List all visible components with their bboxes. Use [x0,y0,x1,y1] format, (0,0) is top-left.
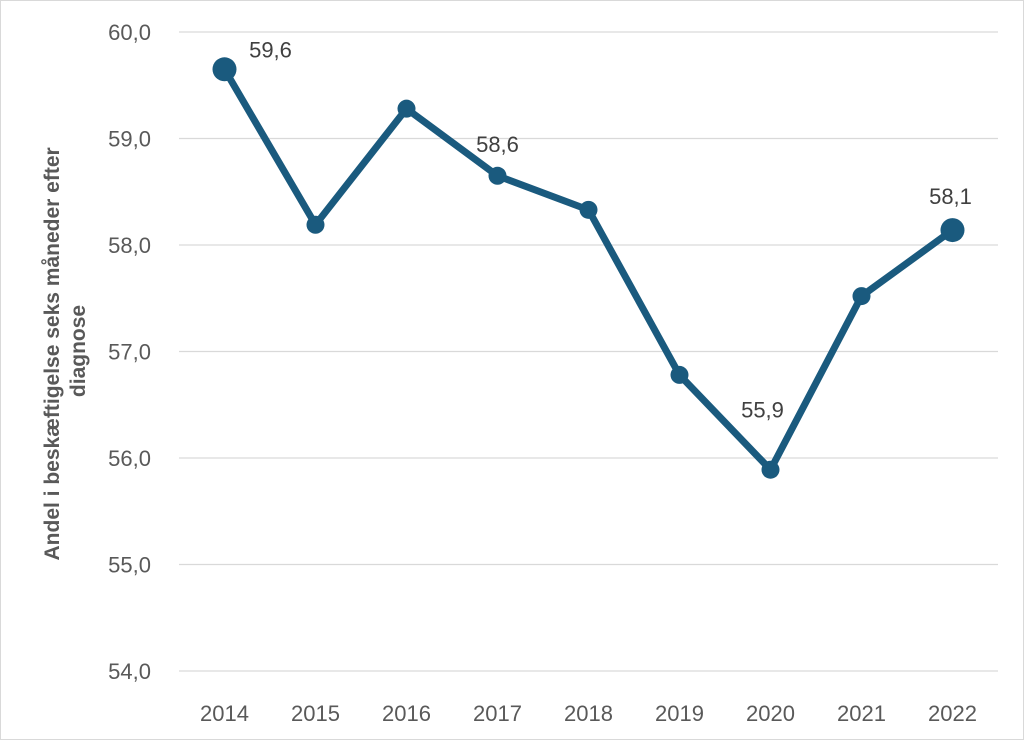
data-point [761,460,780,479]
y-tick-label: 56,0 [108,446,151,471]
y-axis-label-line-1: Andel i beskæftigelse seks måneder efter [41,147,64,560]
data-point [670,365,689,384]
data-point [852,287,871,306]
data-label: 58,1 [929,184,972,209]
x-tick-label: 2022 [928,701,977,726]
y-tick-label: 59,0 [108,127,151,152]
y-tick-label: 57,0 [108,340,151,365]
data-label: 58,6 [476,132,519,157]
x-tick-label: 2018 [564,701,613,726]
y-tick-label: 60,0 [108,20,151,45]
x-tick-label: 2017 [473,701,522,726]
x-tick-label: 2014 [200,701,249,726]
series-layer [212,57,965,479]
y-tick-label: 54,0 [108,659,151,684]
data-point [397,99,416,118]
series-line [221,65,956,474]
x-axis-ticks: 2014 2015 2016 2017 2018 2019 2020 2021 2022 [200,701,977,726]
data-point [488,166,507,185]
data-point [212,57,237,82]
x-tick-label: 2016 [382,701,431,726]
data-point [579,200,598,219]
y-axis-label: Andel i beskæftigelse seks måneder efter… [41,141,90,560]
x-tick-label: 2015 [291,701,340,726]
data-label: 59,6 [249,37,292,62]
gridlines [179,31,998,672]
data-point [306,215,325,234]
y-axis-ticks: 60,0 59,0 58,0 57,0 56,0 55,0 54,0 [108,20,151,684]
data-point [940,218,965,243]
y-axis-label-line-2: diagnose [67,305,90,397]
y-tick-label: 55,0 [108,553,151,578]
x-tick-label: 2019 [655,701,704,726]
x-tick-label: 2020 [746,701,795,726]
x-tick-label: 2021 [837,701,886,726]
data-labels: 59,6 58,6 55,9 58,1 [249,37,972,422]
y-tick-label: 58,0 [108,233,151,258]
data-label: 55,9 [741,398,784,423]
